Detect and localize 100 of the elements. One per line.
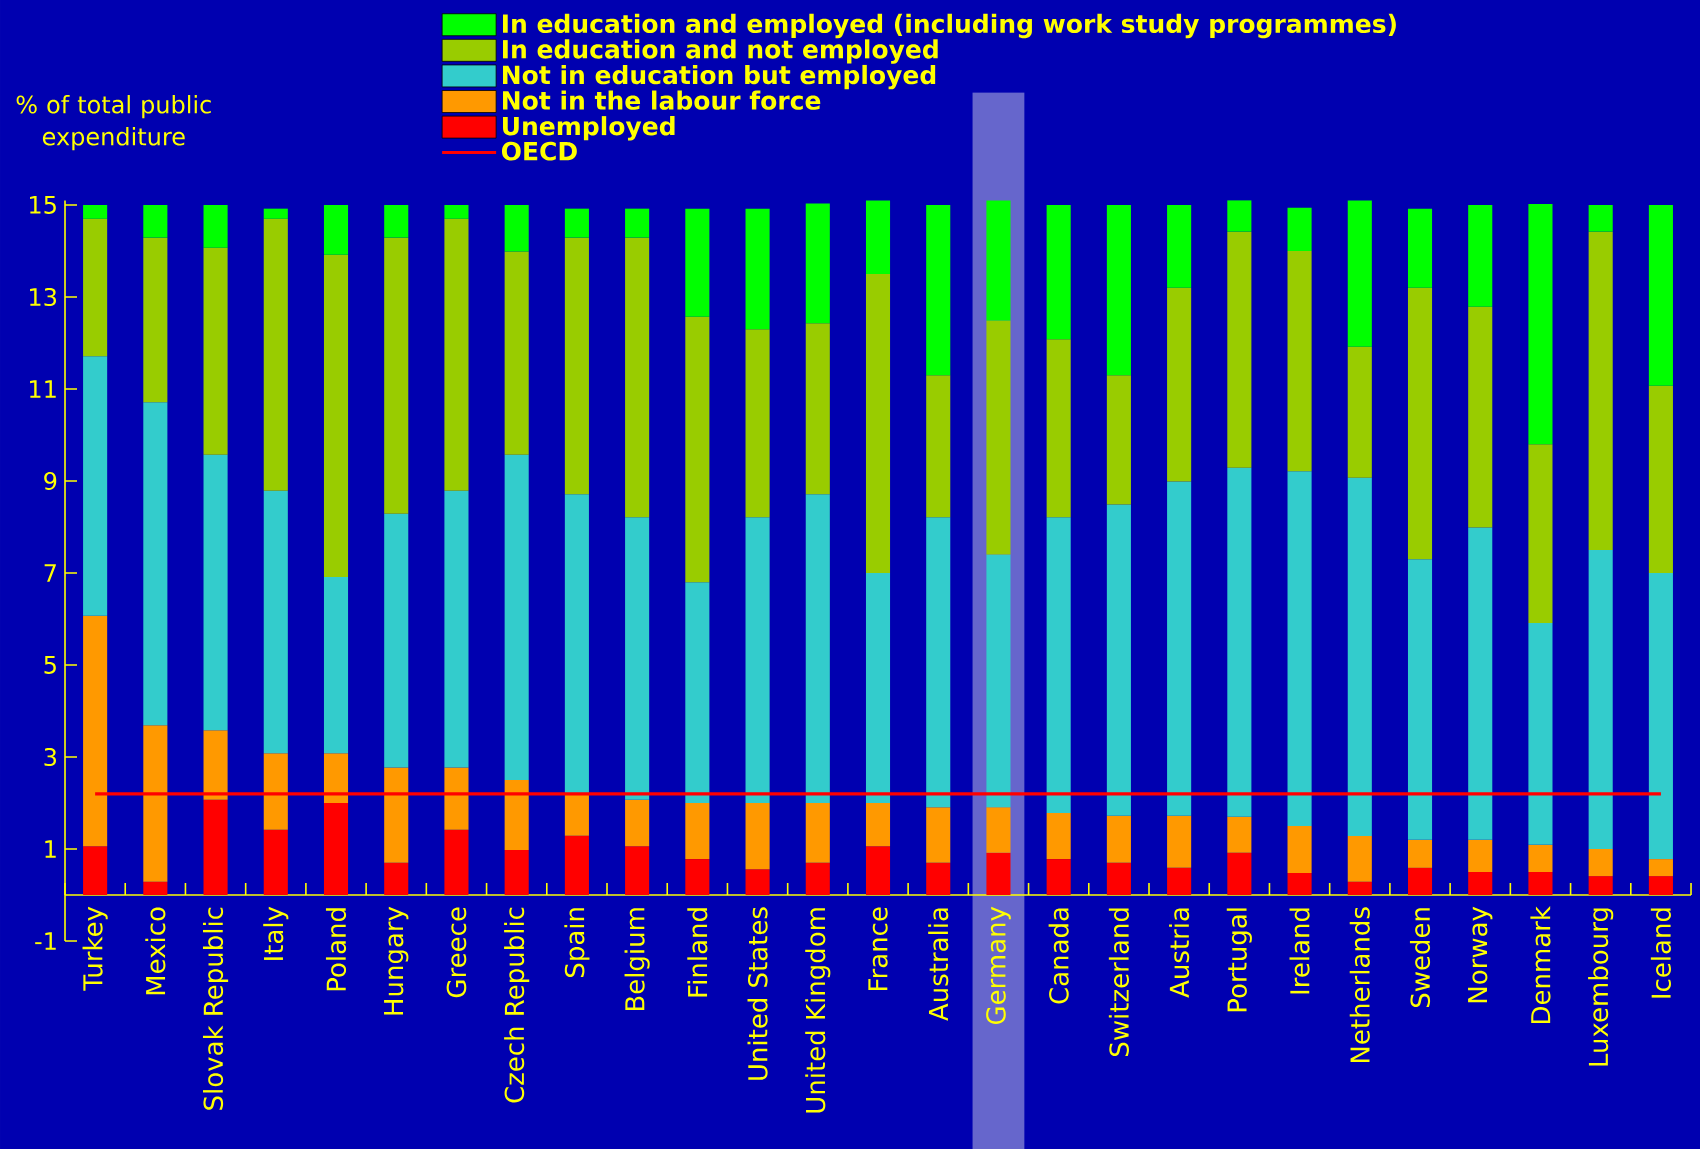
x-tick-label: Canada [1048, 908, 1069, 1004]
bar [1287, 825, 1312, 873]
x-tick-label: Turkey [82, 906, 108, 991]
bar [1167, 204, 1192, 288]
bar [384, 237, 409, 514]
bar [1287, 471, 1312, 826]
bar [143, 881, 168, 895]
bar [1227, 200, 1252, 232]
legend-label: Not in the labour force [503, 90, 821, 110]
bar [1648, 859, 1673, 877]
bar [1528, 204, 1553, 445]
bar [1407, 208, 1433, 288]
bar [1227, 467, 1252, 817]
bar [625, 208, 650, 238]
bar [1347, 477, 1372, 837]
bar [1106, 204, 1131, 376]
bar [1106, 375, 1131, 505]
bar [323, 753, 349, 803]
bar [1347, 881, 1372, 895]
bar [564, 208, 589, 238]
x-tick-label: Norway [1468, 906, 1493, 1003]
x-tick-label: Sweden [1409, 908, 1431, 1008]
bar [83, 615, 108, 847]
bar [504, 849, 529, 895]
bar [1167, 481, 1192, 816]
bar [1648, 204, 1673, 386]
bar [1046, 339, 1071, 518]
bar [1468, 527, 1493, 840]
bar [83, 356, 108, 616]
bar [685, 582, 710, 803]
bar [1648, 385, 1673, 573]
x-tick-label: France [868, 907, 888, 990]
bar [865, 802, 891, 847]
bar [263, 753, 288, 830]
bar [685, 859, 710, 895]
legend-label: OECD [501, 141, 577, 161]
bar [1407, 867, 1433, 895]
bar [745, 517, 770, 803]
bar [323, 802, 349, 895]
bar [926, 375, 951, 518]
bar [1468, 204, 1493, 307]
bar [926, 204, 951, 376]
bar [1588, 549, 1613, 849]
bar [745, 329, 770, 518]
bar [1106, 504, 1131, 816]
bar [323, 254, 349, 578]
bar [143, 204, 168, 238]
x-tick-label: Portugal [1226, 908, 1252, 1012]
bar [1588, 231, 1613, 550]
bar [1347, 836, 1372, 882]
y-tick-label: -1 [35, 932, 56, 950]
bar [1528, 844, 1553, 872]
bar [685, 316, 710, 583]
bar [805, 323, 830, 495]
bar [323, 204, 349, 255]
bar [1588, 848, 1613, 877]
bar [1468, 871, 1493, 895]
y-tick-label: 11 [30, 380, 56, 398]
x-tick-label: United States [747, 907, 768, 1080]
bar [685, 802, 710, 860]
bar [564, 494, 589, 795]
bar [986, 807, 1011, 853]
bar [1227, 231, 1252, 468]
x-tick-label: Denmark [1530, 906, 1551, 1024]
bar [1528, 871, 1553, 895]
legend-label: In education and not employed [503, 39, 938, 64]
bar [865, 846, 891, 895]
bar [986, 320, 1011, 555]
bar [1167, 815, 1192, 868]
bar [203, 730, 228, 800]
x-tick-label: United Kingdom [805, 908, 831, 1113]
bar [1648, 876, 1673, 895]
bar [1167, 287, 1192, 482]
bar [444, 218, 469, 491]
bar [986, 200, 1011, 321]
bar [805, 203, 830, 324]
y-tick-label: 3 [44, 747, 56, 767]
x-tick-label: Ireland [1289, 908, 1310, 994]
bar [1588, 876, 1613, 895]
x-tick-label: Poland [325, 908, 347, 991]
x-tick-label: Greece [446, 907, 467, 998]
bar [564, 794, 589, 836]
bar [1407, 287, 1433, 560]
bar [805, 494, 830, 803]
bar [1347, 346, 1372, 478]
bar [625, 799, 650, 847]
bar [1648, 572, 1673, 860]
bar [83, 218, 108, 357]
bar [1046, 859, 1071, 895]
x-tick-label: Netherlands [1349, 907, 1370, 1062]
bar [1287, 872, 1312, 895]
bar [504, 204, 529, 252]
bar [203, 204, 228, 248]
bar [685, 208, 710, 317]
bar [745, 869, 770, 895]
bar [865, 200, 891, 274]
legend-label: Not in education but employed [503, 64, 936, 90]
x-tick-label: Luxembourg [1588, 908, 1614, 1066]
bar [1407, 839, 1433, 868]
bar [504, 779, 529, 850]
